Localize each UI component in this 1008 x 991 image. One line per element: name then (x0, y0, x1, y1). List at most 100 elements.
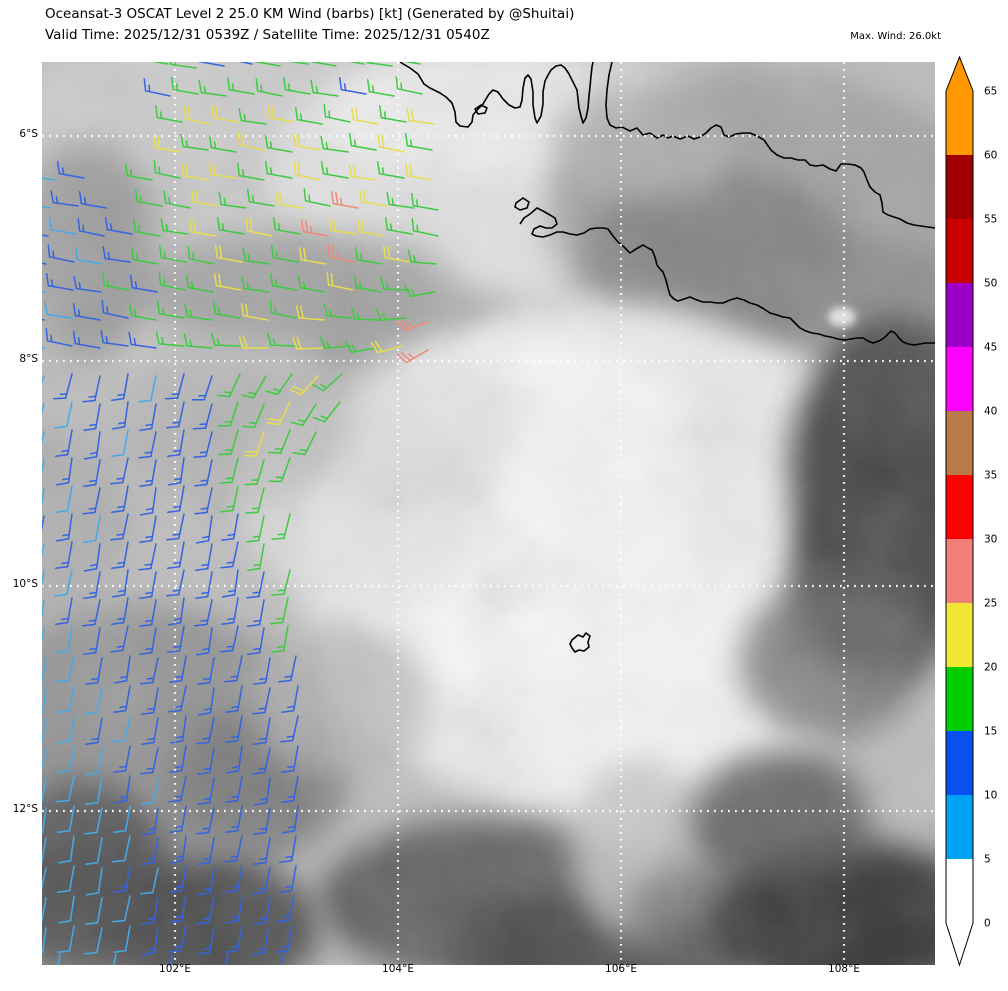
wind-barb (57, 953, 61, 965)
wind-barb (113, 805, 131, 834)
wind-barb (288, 62, 309, 65)
wind-barb (167, 457, 185, 486)
wind-barb (253, 657, 271, 686)
colorbar-segment (946, 603, 973, 667)
wind-barb (266, 332, 297, 347)
wind-barb (156, 301, 185, 319)
wind-barb (57, 835, 75, 864)
wind-barb (358, 189, 387, 207)
wind-barb (170, 62, 197, 69)
wind-barb (281, 685, 299, 714)
wind-barb (210, 105, 239, 123)
wind-barb (224, 835, 243, 863)
wind-barb (164, 373, 185, 400)
wind-barb (83, 571, 101, 600)
coastlines (399, 62, 935, 653)
wind-barb (198, 62, 225, 67)
wind-barb (42, 897, 47, 924)
wind-barb (111, 541, 129, 570)
wind-barb (377, 134, 405, 153)
wind-barb (169, 715, 187, 744)
wind-barb (192, 403, 213, 430)
wind-barb (212, 301, 241, 319)
wind-barb (55, 429, 73, 458)
wind-barb (83, 515, 101, 544)
wind-barb (384, 217, 413, 235)
wind-barb (225, 775, 243, 804)
wind-barb (42, 867, 47, 891)
wind-barb (282, 77, 311, 95)
wind-barb (170, 77, 199, 95)
wind-barb (160, 217, 189, 235)
wind-barb (55, 625, 73, 654)
wind-barb (113, 775, 131, 804)
wind-barb (294, 107, 323, 125)
colorbar-outline (945, 55, 974, 967)
wind-barb (298, 247, 327, 265)
wind-barb (252, 747, 271, 775)
wind-barb (292, 336, 323, 350)
wind-barb (50, 189, 79, 207)
wind-barb (197, 687, 215, 716)
wind-barb (82, 487, 101, 515)
wind-barb (77, 218, 105, 237)
wind-barb (56, 161, 85, 179)
wind-barb (143, 78, 171, 97)
wind-barb (110, 513, 129, 541)
plot-title: Oceansat-3 OSCAT Level 2 25.0 KM Wind (b… (45, 6, 575, 22)
wind-barb (132, 219, 161, 237)
wind-barb (356, 219, 385, 237)
wind-barb (72, 331, 101, 349)
wind-barb (194, 459, 213, 487)
wind-barb (141, 807, 159, 836)
wind-barb (84, 807, 103, 835)
wind-barb (251, 927, 269, 956)
wind-barb (101, 300, 129, 319)
wind-barb (303, 188, 331, 207)
colorbar-tick-label: 0 (984, 918, 991, 930)
wind-barb (112, 715, 131, 743)
wind-barb (245, 487, 265, 514)
wind-barb (42, 459, 45, 476)
wind-barb (124, 163, 153, 181)
wind-barb (54, 569, 73, 597)
wind-barb (183, 333, 213, 349)
wind-barb (196, 897, 215, 925)
wind-barb (386, 191, 415, 209)
wind-barb (300, 219, 329, 237)
wind-barb (404, 133, 433, 151)
wind-barb (191, 375, 213, 401)
wind-barb (78, 191, 107, 209)
colorbar-segment (946, 859, 973, 923)
wind-barb (281, 805, 299, 834)
wind-barb (169, 745, 187, 774)
wind-barb (42, 515, 45, 532)
wind-barb (168, 775, 187, 803)
wind-barb (320, 161, 349, 179)
wind-barb (141, 897, 159, 926)
wind-barb (139, 515, 157, 544)
wind-barb (85, 867, 103, 896)
wind-barb (244, 459, 265, 486)
wind-barb (246, 571, 265, 599)
wind-barb (152, 62, 169, 65)
colorbar-tick-label: 40 (984, 406, 997, 418)
lon-tick-label: 102°E (159, 963, 191, 975)
wind-barb (338, 77, 367, 95)
colorbar-tick-label: 20 (984, 662, 997, 674)
wind-barb (350, 306, 381, 321)
wind-barb (56, 775, 75, 803)
wind-barb (141, 837, 159, 866)
wind-barb (42, 543, 45, 558)
lat-tick-label: 8°S (19, 353, 38, 365)
wind-barb (326, 272, 354, 291)
wind-barb (297, 275, 326, 293)
wind-barb (104, 217, 133, 235)
wind-barb (185, 275, 214, 293)
wind-barb (83, 627, 101, 656)
wind-barb (113, 655, 131, 684)
colorbar-segment (946, 219, 973, 283)
colorbar-tick-label: 60 (984, 150, 997, 162)
wind-barb (247, 627, 265, 656)
